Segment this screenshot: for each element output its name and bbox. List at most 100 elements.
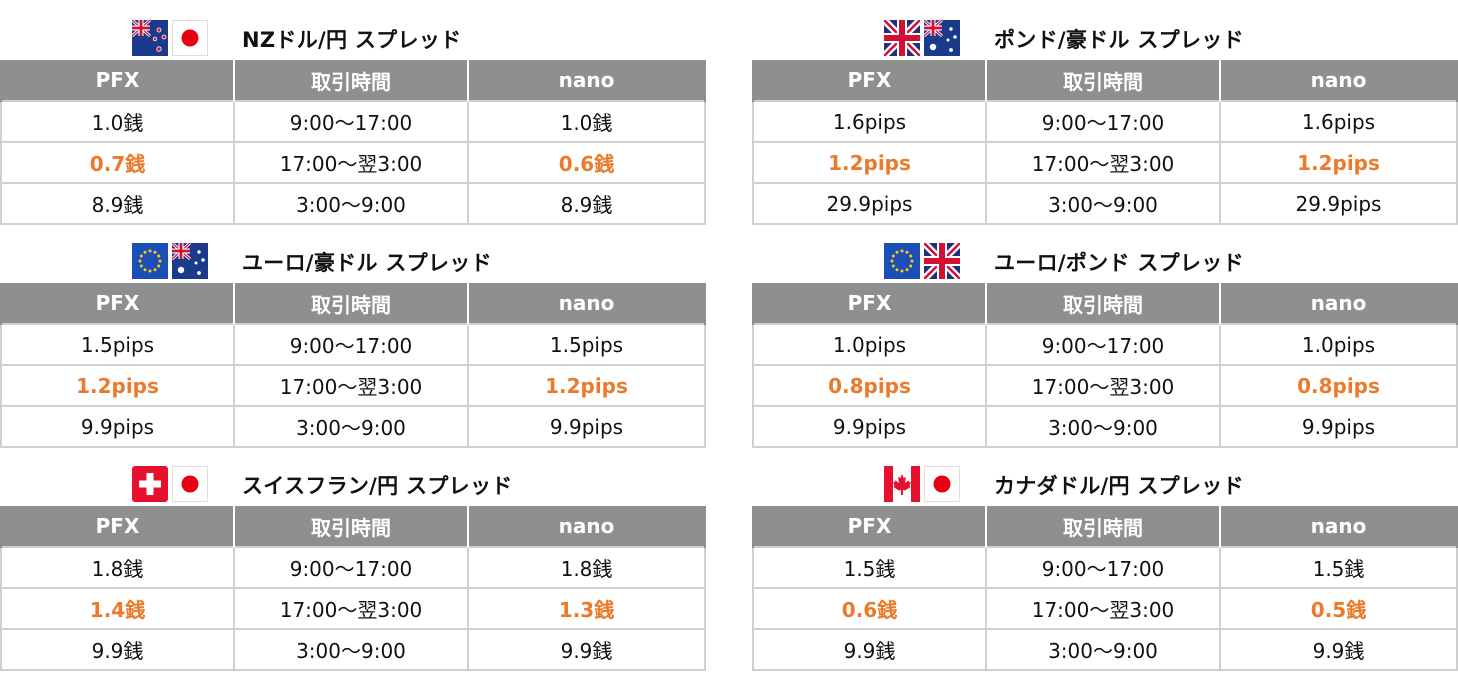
- trading-time: 9:00～17:00: [985, 323, 1221, 366]
- pfx-spread: 9.9銭: [752, 628, 987, 671]
- spread-table: PFX 取引時間 nano 1.5銭 9:00～17:00 1.5銭 0.6銭 …: [752, 506, 1458, 671]
- pfx-spread: 1.8銭: [0, 546, 235, 589]
- nano-spread: 1.5銭: [1219, 546, 1458, 589]
- trading-time: 9:00～17:00: [985, 100, 1221, 143]
- table-row: 1.6pips 9:00～17:00 1.6pips: [752, 100, 1458, 143]
- column-header-time: 取引時間: [985, 60, 1221, 101]
- pfx-spread: 1.2pips: [752, 141, 987, 184]
- flag-pair: [132, 466, 208, 502]
- eu-flag-icon: [132, 243, 168, 279]
- nano-spread: 0.5銭: [1219, 587, 1458, 630]
- column-header-pfx: PFX: [752, 283, 987, 324]
- trading-time: 17:00～翌3:00: [233, 141, 469, 184]
- column-header-time: 取引時間: [985, 283, 1221, 324]
- japan-flag-icon: [172, 20, 208, 56]
- column-header-time: 取引時間: [233, 60, 469, 101]
- table-row: 1.5銭 9:00～17:00 1.5銭: [752, 546, 1458, 589]
- trading-time: 3:00～9:00: [985, 182, 1221, 225]
- pfx-spread: 1.4銭: [0, 587, 235, 630]
- pfx-spread: 0.7銭: [0, 141, 235, 184]
- column-header-time: 取引時間: [233, 283, 469, 324]
- pfx-spread: 1.5銭: [752, 546, 987, 589]
- trading-time: 9:00～17:00: [985, 546, 1221, 589]
- panel-header: ユーロ/ポンド スプレッド: [752, 223, 1456, 263]
- japan-flag-icon: [172, 466, 208, 502]
- trading-time: 9:00～17:00: [233, 100, 469, 143]
- panel-header: ポンド/豪ドル スプレッド: [752, 0, 1456, 40]
- spread-table: PFX 取引時間 nano 1.0銭 9:00～17:00 1.0銭 0.7銭 …: [0, 60, 706, 225]
- panel-header: ユーロ/豪ドル スプレッド: [0, 223, 704, 263]
- pfx-spread: 0.8pips: [752, 364, 987, 407]
- nano-spread: 29.9pips: [1219, 182, 1458, 225]
- nano-spread: 8.9銭: [467, 182, 706, 225]
- pfx-spread: 1.0銭: [0, 100, 235, 143]
- nano-spread: 1.6pips: [1219, 100, 1458, 143]
- table-header-row: PFX 取引時間 nano: [0, 60, 706, 101]
- panel-header: カナダドル/円 スプレッド: [752, 446, 1456, 486]
- column-header-pfx: PFX: [0, 60, 235, 101]
- new-zealand-flag-icon: [132, 20, 168, 56]
- table-row: 8.9銭 3:00～9:00 8.9銭: [0, 182, 706, 225]
- nano-spread: 1.0銭: [467, 100, 706, 143]
- column-header-pfx: PFX: [0, 283, 235, 324]
- panel-header: NZドル/円 スプレッド: [0, 0, 704, 40]
- nano-spread: 1.2pips: [467, 364, 706, 407]
- flag-pair: [884, 20, 960, 56]
- trading-time: 9:00～17:00: [233, 546, 469, 589]
- pfx-spread: 9.9pips: [0, 405, 235, 448]
- trading-time: 3:00～9:00: [233, 405, 469, 448]
- column-header-pfx: PFX: [752, 506, 987, 547]
- spread-table: PFX 取引時間 nano 1.0pips 9:00～17:00 1.0pips…: [752, 283, 1458, 448]
- nano-spread: 1.5pips: [467, 323, 706, 366]
- table-row: 29.9pips 3:00～9:00 29.9pips: [752, 182, 1458, 225]
- spread-panel-nzd-jpy: NZドル/円 スプレッド PFX 取引時間 nano 1.0銭 9:00～17:…: [0, 0, 706, 225]
- pfx-spread: 9.9pips: [752, 405, 987, 448]
- flag-pair: [884, 466, 960, 502]
- nano-spread: 9.9銭: [467, 628, 706, 671]
- pfx-spread: 1.6pips: [752, 100, 987, 143]
- panel-title: NZドル/円 スプレッド: [242, 28, 462, 52]
- flag-pair: [884, 243, 960, 279]
- australia-flag-icon: [924, 20, 960, 56]
- panel-title: ユーロ/ポンド スプレッド: [994, 251, 1244, 275]
- column-header-nano: nano: [467, 283, 706, 324]
- trading-time: 17:00～翌3:00: [985, 141, 1221, 184]
- column-header-nano: nano: [1219, 283, 1458, 324]
- nano-spread: 1.3銭: [467, 587, 706, 630]
- table-header-row: PFX 取引時間 nano: [0, 283, 706, 324]
- table-row: 9.9銭 3:00～9:00 9.9銭: [0, 628, 706, 671]
- eu-flag-icon: [884, 243, 920, 279]
- pfx-spread: 1.2pips: [0, 364, 235, 407]
- japan-flag-icon: [924, 466, 960, 502]
- table-row: 1.8銭 9:00～17:00 1.8銭: [0, 546, 706, 589]
- table-row: 0.6銭 17:00～翌3:00 0.5銭: [752, 587, 1458, 630]
- pfx-spread: 29.9pips: [752, 182, 987, 225]
- panel-header: スイスフラン/円 スプレッド: [0, 446, 704, 486]
- spread-panel-cad-jpy: カナダドル/円 スプレッド PFX 取引時間 nano 1.5銭 9:00～17…: [752, 446, 1458, 671]
- pfx-spread: 1.5pips: [0, 323, 235, 366]
- panel-title: カナダドル/円 スプレッド: [994, 474, 1244, 498]
- table-row: 1.0pips 9:00～17:00 1.0pips: [752, 323, 1458, 366]
- table-row: 0.8pips 17:00～翌3:00 0.8pips: [752, 364, 1458, 407]
- table-header-row: PFX 取引時間 nano: [752, 283, 1458, 324]
- trading-time: 9:00～17:00: [233, 323, 469, 366]
- pfx-spread: 1.0pips: [752, 323, 987, 366]
- table-header-row: PFX 取引時間 nano: [0, 506, 706, 547]
- column-header-pfx: PFX: [752, 60, 987, 101]
- trading-time: 17:00～翌3:00: [985, 364, 1221, 407]
- nano-spread: 9.9銭: [1219, 628, 1458, 671]
- table-row: 1.0銭 9:00～17:00 1.0銭: [0, 100, 706, 143]
- pfx-spread: 0.6銭: [752, 587, 987, 630]
- trading-time: 3:00～9:00: [233, 182, 469, 225]
- table-row: 1.4銭 17:00～翌3:00 1.3銭: [0, 587, 706, 630]
- column-header-time: 取引時間: [233, 506, 469, 547]
- table-row: 1.2pips 17:00～翌3:00 1.2pips: [0, 364, 706, 407]
- spread-panel-chf-jpy: スイスフラン/円 スプレッド PFX 取引時間 nano 1.8銭 9:00～1…: [0, 446, 706, 671]
- australia-flag-icon: [172, 243, 208, 279]
- spread-panel-gbp-aud: ポンド/豪ドル スプレッド PFX 取引時間 nano 1.6pips 9:00…: [752, 0, 1458, 225]
- table-header-row: PFX 取引時間 nano: [752, 60, 1458, 101]
- column-header-nano: nano: [1219, 506, 1458, 547]
- nano-spread: 0.6銭: [467, 141, 706, 184]
- nano-spread: 1.8銭: [467, 546, 706, 589]
- nano-spread: 9.9pips: [1219, 405, 1458, 448]
